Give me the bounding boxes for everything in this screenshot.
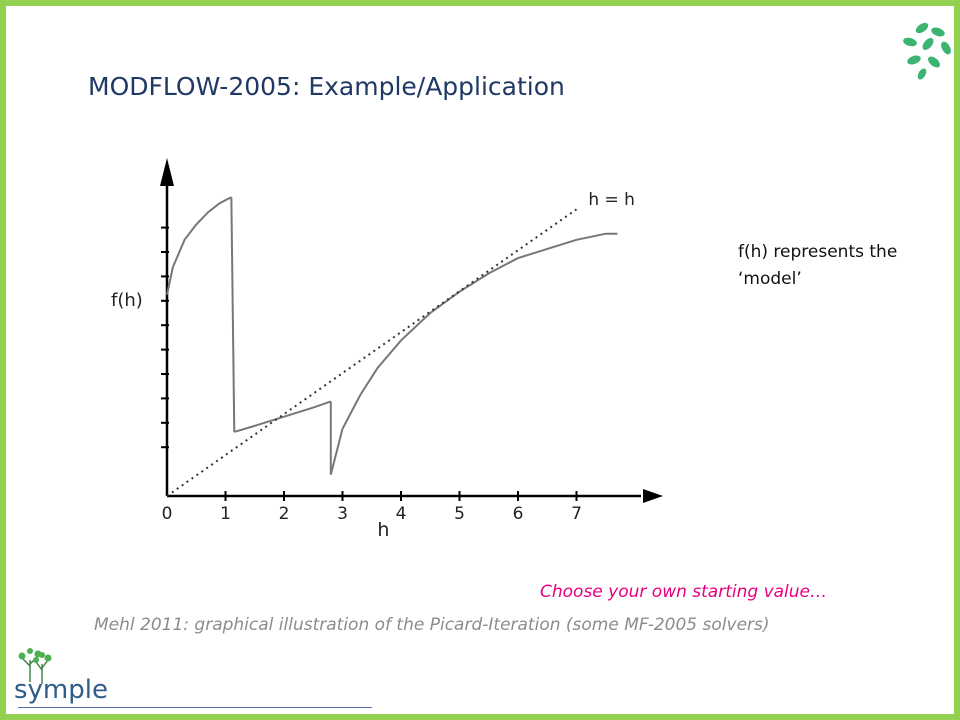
series-0-segment-1 [230,197,236,432]
x-tick-label-6: 6 [513,504,524,524]
x-tick-label-7: 7 [571,504,582,524]
page-title: MODFLOW-2005: Example/Application [88,72,565,101]
series-0-segment-2 [233,400,332,433]
x-tick-label-3: 3 [337,504,348,524]
symple-logo: symple [14,648,108,705]
side-note: f(h) represents the ‘model’ [738,239,938,293]
hint-text: Choose your own starting value… [540,582,827,602]
picard-iteration-chart: 0 1 2 3 4 5 6 7 h f(h) h = h [111,158,663,541]
x-tick-label-1: 1 [220,504,231,524]
footer-divider [18,707,372,708]
x-axis-arrow [643,489,663,503]
y-axis-arrow [160,158,174,186]
series-0-segment-0 [166,196,232,295]
x-tick-label-0: 0 [162,504,173,524]
x-tick-label-5: 5 [454,504,465,524]
x-tick-label-4: 4 [396,504,407,524]
y-axis-label: f(h) [111,290,143,311]
series-1-line [166,208,578,497]
symple-logo-text: symple [14,675,108,705]
side-note-line-1: f(h) represents the [738,242,898,262]
figure-caption: Mehl 2011: graphical illustration of the… [94,615,770,635]
annotation-0: h = h [588,190,635,210]
side-note-line-2: ‘model’ [738,269,802,289]
leaf-cluster-icon [903,22,951,80]
series-0-segment-4 [329,232,618,475]
x-axis-label: h [377,519,389,541]
x-tick-label-2: 2 [279,504,290,524]
